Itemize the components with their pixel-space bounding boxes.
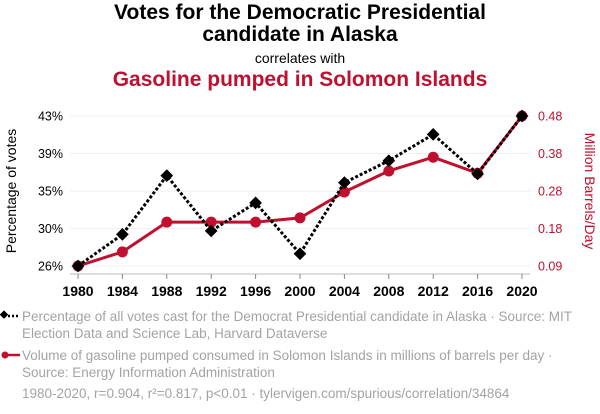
x-tick-label: 1996 xyxy=(240,283,271,299)
y-left-tick-label: 30% xyxy=(38,222,63,236)
gasoline-point xyxy=(383,165,395,177)
y-axis-left-label: Percentage of votes xyxy=(3,129,19,254)
gasoline-point xyxy=(250,216,262,228)
x-tick-label: 1992 xyxy=(196,283,227,299)
y-left-tick-label: 43% xyxy=(38,110,63,124)
legend-text-gasoline: Volume of gasoline pumped consumed in So… xyxy=(22,348,553,380)
chart-title: Votes for the Democratic Presidential ca… xyxy=(0,2,600,46)
y-axis-left: 26% 30% 35% 39% 43% xyxy=(38,110,63,274)
y-axis-right-label: Million Barrels/Day xyxy=(582,133,598,250)
y-left-tick-label: 26% xyxy=(38,260,63,274)
gasoline-point xyxy=(427,151,439,163)
x-tick-label: 1988 xyxy=(151,283,182,299)
votes-point xyxy=(426,128,440,141)
x-tick-label: 2004 xyxy=(329,283,360,299)
y-right-tick-label: 0.18 xyxy=(538,222,562,236)
votes-point xyxy=(160,169,174,183)
x-tick-label: 1984 xyxy=(107,283,138,299)
x-tick-label: 2012 xyxy=(418,283,449,299)
legend-marker-gasoline xyxy=(1,351,20,359)
x-tick-label: 2020 xyxy=(506,283,537,299)
votes-point xyxy=(293,247,307,261)
y-axis-right: 0.09 0.18 0.28 0.38 0.48 xyxy=(538,110,562,274)
y-right-tick-label: 0.09 xyxy=(538,260,562,274)
title-line-1: Votes for the Democratic Presidential xyxy=(114,1,486,24)
title-line-2: candidate in Alaska xyxy=(202,23,398,46)
y-left-tick-label: 39% xyxy=(38,147,63,161)
gasoline-point xyxy=(116,246,128,258)
votes-point xyxy=(382,154,396,168)
chart-subtitle: Gasoline pumped in Solomon Islands xyxy=(112,68,488,91)
legend-marker-votes xyxy=(0,310,20,319)
x-tick-label: 1980 xyxy=(62,283,93,299)
votes-point xyxy=(204,224,218,238)
votes-point xyxy=(71,259,85,273)
x-axis: 1980 1984 1988 1992 1996 2000 2004 2008 2012 2016… xyxy=(62,273,538,299)
y-right-tick-label: 0.48 xyxy=(538,110,562,124)
legend-text-votes: Percentage of all votes cast for the Dem… xyxy=(22,309,572,341)
y-left-tick-label: 35% xyxy=(38,185,63,199)
x-tick-label: 2008 xyxy=(373,283,404,299)
votes-point xyxy=(249,196,262,210)
correlates-with-label: correlates with xyxy=(254,50,346,66)
gridlines xyxy=(70,115,530,267)
votes-point xyxy=(338,176,351,190)
x-tick-label: 2000 xyxy=(284,283,315,299)
gasoline-point xyxy=(161,216,173,228)
votes-point xyxy=(471,167,484,181)
y-right-tick-label: 0.28 xyxy=(538,185,562,199)
y-right-tick-label: 0.38 xyxy=(538,147,562,161)
votes-point xyxy=(116,228,129,241)
gasoline-point xyxy=(205,216,217,228)
gasoline-point xyxy=(294,212,306,224)
footer-stats: 1980-2020, r=0.904, r²=0.817, p<0.01 · t… xyxy=(22,386,510,401)
x-tick-label: 2016 xyxy=(462,283,493,299)
